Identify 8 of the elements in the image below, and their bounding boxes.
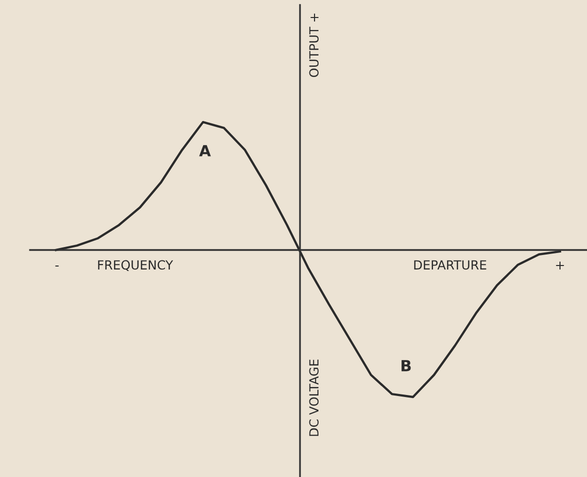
text: OUTPUT + — [309, 14, 319, 77]
annotation: B — [402, 360, 411, 372]
annotation: A — [199, 145, 211, 156]
annotation: DC VOLTAGE — [309, 360, 319, 436]
annotation: DEPARTURE — [414, 260, 486, 270]
annotation: FREQUENCY — [98, 260, 174, 272]
annotation: + — [556, 262, 564, 270]
annotation: - — [55, 266, 59, 267]
